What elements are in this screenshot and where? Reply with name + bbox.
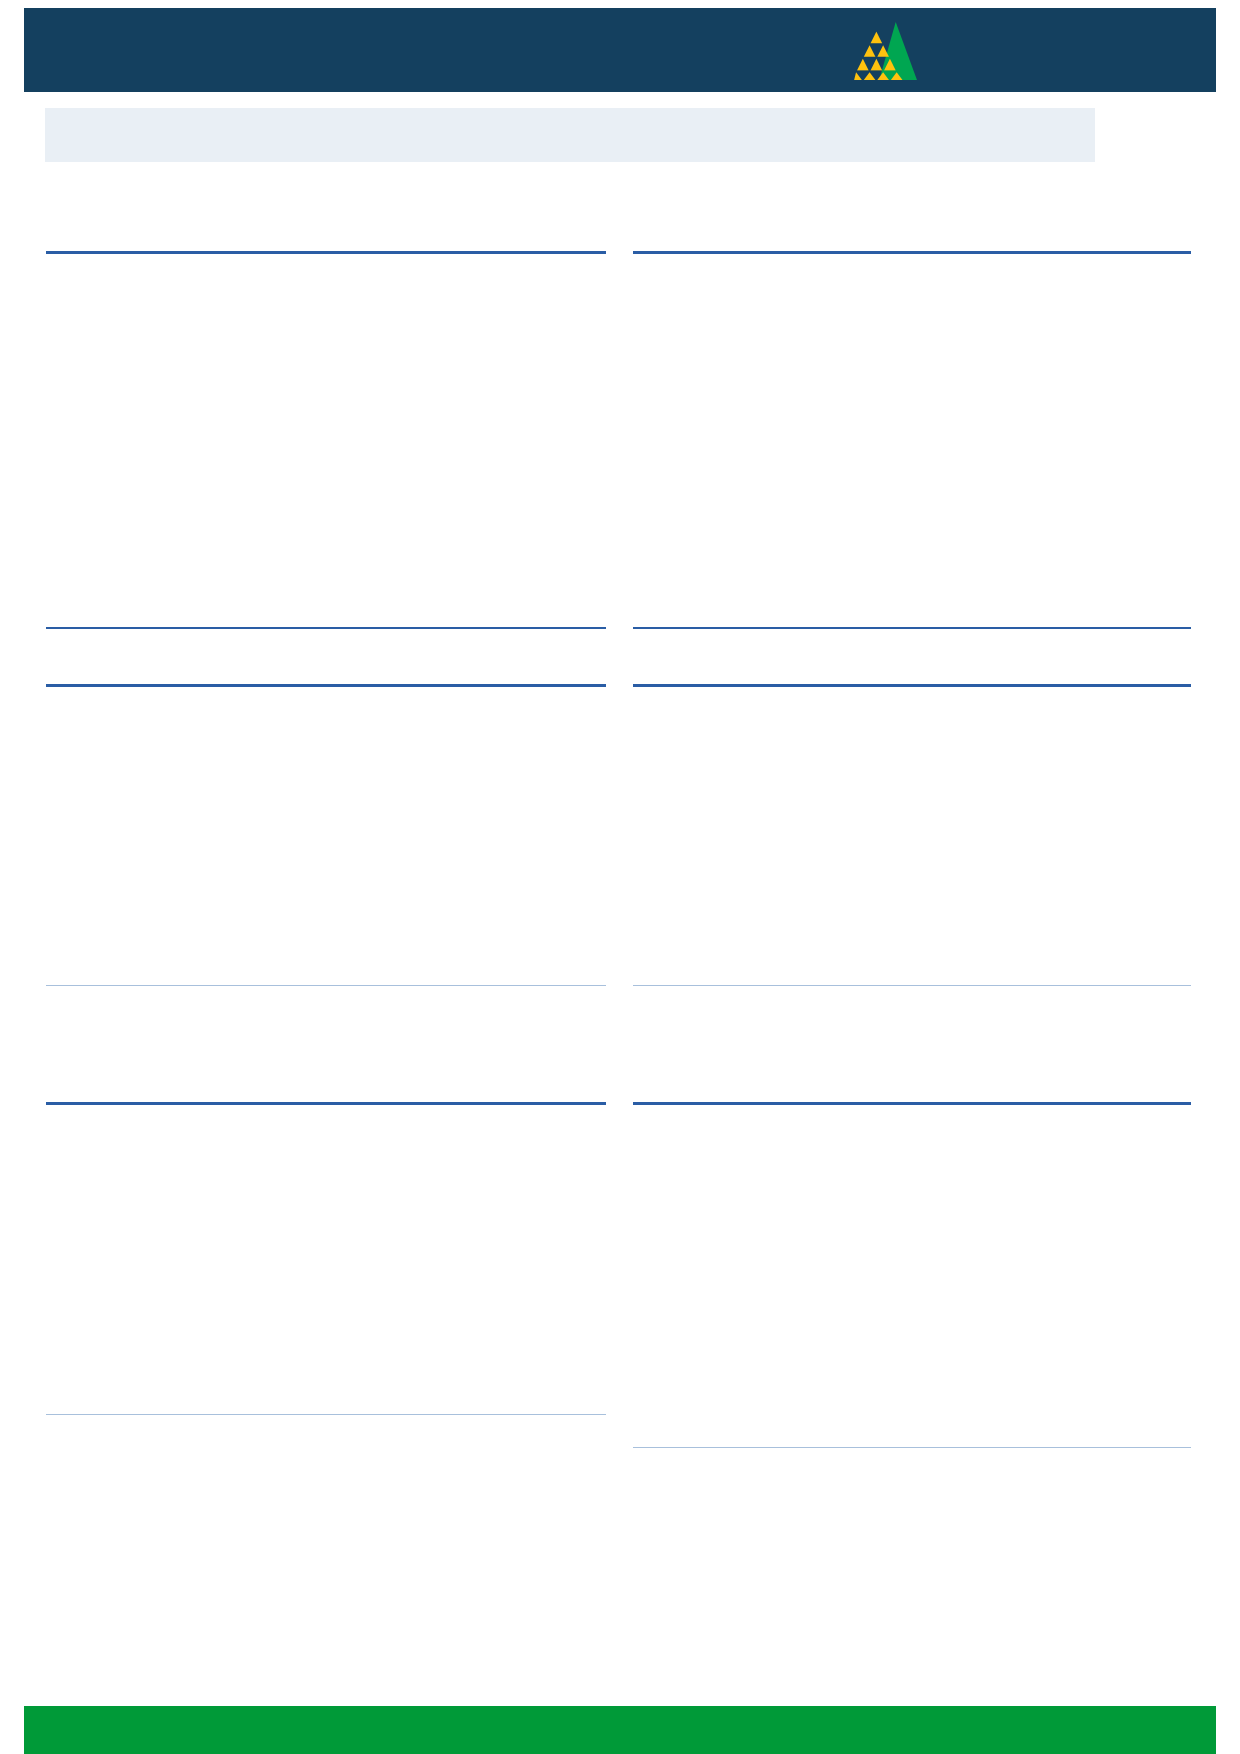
header-bar — [24, 8, 1216, 92]
section-divider — [633, 1447, 1191, 1448]
section-divider — [46, 1414, 606, 1415]
angel-broking-logo — [854, 20, 1184, 82]
section-divider — [46, 627, 606, 629]
section-divider — [633, 627, 1191, 629]
section-divider — [46, 985, 606, 986]
footer-bar — [24, 1706, 1216, 1754]
section-divider — [46, 251, 606, 254]
section-divider — [633, 684, 1191, 687]
section-divider — [46, 684, 606, 687]
section-divider — [633, 1102, 1191, 1105]
section-divider — [633, 985, 1191, 986]
subheader-box — [45, 108, 1095, 162]
section-divider — [46, 1102, 606, 1105]
section-divider — [633, 251, 1191, 254]
logo-pyramid-icon — [854, 22, 917, 80]
